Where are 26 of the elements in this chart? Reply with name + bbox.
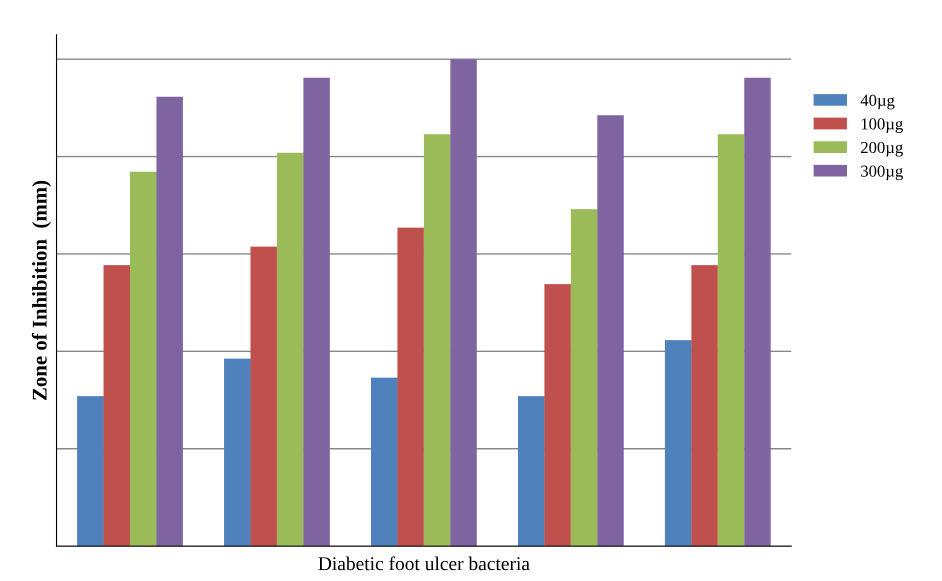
- legend-label: 200µg: [861, 142, 903, 157]
- bar: [664, 340, 692, 546]
- bar: [450, 59, 477, 546]
- legend-label: 40µg: [860, 94, 895, 110]
- bar: [303, 78, 330, 546]
- legend-label: 300µg: [861, 165, 903, 180]
- bar: [544, 284, 571, 546]
- bar: [424, 134, 450, 546]
- bar: [691, 265, 718, 546]
- bar: [397, 228, 424, 546]
- bar: [370, 378, 398, 546]
- bar: [276, 152, 304, 546]
- bar: [77, 396, 104, 546]
- bar: [570, 209, 598, 546]
- x-axis-title: Diabetic foot ulcer bacteria: [318, 556, 530, 570]
- bar: [156, 96, 183, 546]
- bar: [518, 396, 544, 546]
- bar: [744, 78, 771, 546]
- bar: [597, 115, 624, 546]
- bar: [250, 246, 277, 546]
- bar: [224, 358, 250, 546]
- bar: [130, 172, 156, 546]
- y-axis-title: Zone of Inhibition (mm): [32, 180, 51, 400]
- bar: [718, 134, 744, 546]
- bar: [104, 265, 130, 546]
- legend-label: 100µg: [862, 118, 903, 133]
